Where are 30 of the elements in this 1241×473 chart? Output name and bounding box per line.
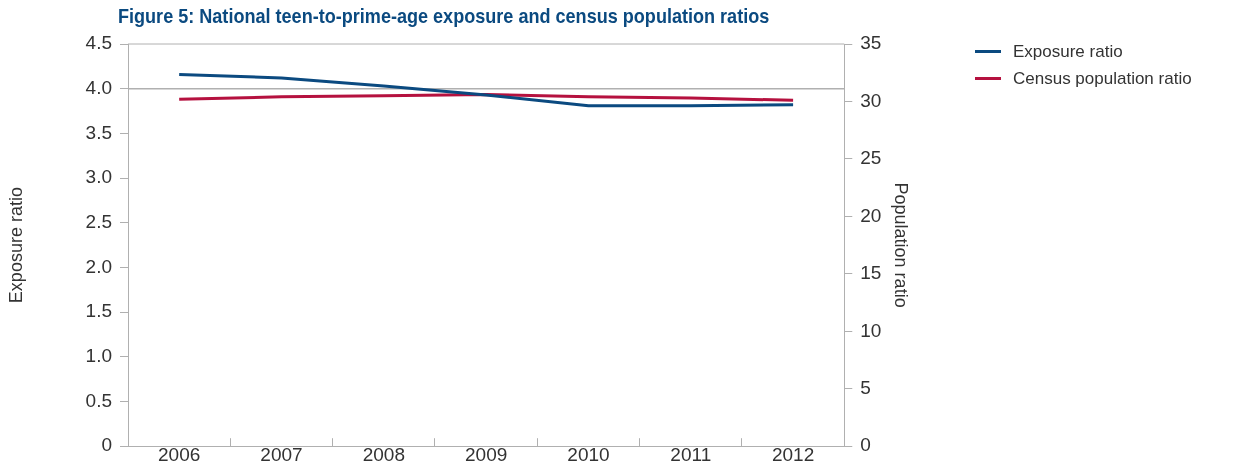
y-axis-title: Exposure ratio [5, 187, 26, 304]
y2-tick-label: 5 [860, 376, 871, 398]
x-tick-label: 2011 [670, 443, 712, 465]
y2-tick-label: 0 [860, 434, 871, 456]
x-tick-label: 2012 [771, 443, 815, 465]
y-tick-label: 3.5 [85, 121, 113, 143]
x-tick-label: 2006 [158, 443, 201, 465]
text: 0 [101, 434, 113, 456]
y-tick-label: 1.0 [85, 345, 113, 367]
y-tick-label: 2.5 [85, 210, 113, 232]
y-tick-label: 4.5 [85, 32, 113, 54]
y2-tick-label: 30 [860, 89, 882, 111]
chart-title: Figure 5: National teen-to-prime-age exposure and census population ratios [118, 4, 770, 28]
y2-tick-label: 15 [860, 262, 882, 284]
y2-tick-label: 10 [860, 319, 882, 341]
legend-label: Exposure ratio [1012, 40, 1124, 63]
y2-axis-title: Population ratio [891, 182, 912, 308]
x-tick-label: 2007 [260, 443, 303, 465]
x-tick-label: 2009 [465, 443, 508, 465]
y-tick-label: 4.0 [85, 76, 113, 98]
y-tick-label: 2.0 [85, 255, 113, 277]
legend-label: Census population ratio [1012, 67, 1192, 90]
y2-tick-label: 20 [860, 204, 882, 226]
y2-tick-label: 35 [860, 32, 882, 54]
y2-tick-label: 25 [860, 147, 882, 169]
y-tick-label: 1.5 [85, 300, 113, 322]
x-tick-label: 2010 [567, 443, 610, 465]
y-tick-label: 3.0 [85, 166, 113, 188]
x-tick-label: 2008 [362, 443, 405, 465]
y-tick-label: 0.5 [85, 389, 113, 411]
